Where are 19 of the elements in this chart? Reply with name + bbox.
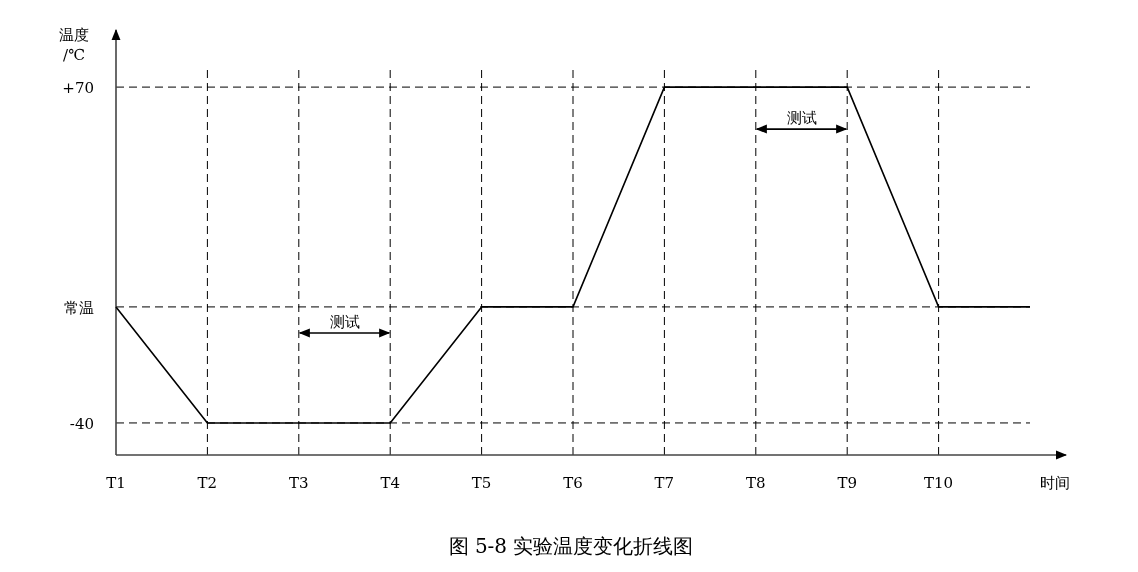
x-tick: T7 [654,474,675,492]
y-tick: -40 [69,414,94,433]
x-tick: T1 [106,474,126,492]
x-tick: T9 [837,474,857,492]
x-tick: T5 [471,474,492,492]
x-tick: T2 [197,474,218,492]
x-tick: T8 [746,474,766,492]
y-label: 温度 [59,26,89,44]
y-label: /℃ [63,46,85,64]
ref-label: 测试 [786,109,817,128]
ref-label: 测试 [329,312,360,331]
title: 图 5-8 实验温度变化折线图 [448,534,694,558]
x-tick: T10 [924,474,954,492]
x-label: 时间 [1040,474,1070,492]
y-tick: 常温 [64,298,94,317]
y-tick: +70 [62,79,94,98]
x-tick: T4 [380,474,400,492]
x-tick: T3 [289,474,309,492]
x-tick: T6 [563,474,583,492]
